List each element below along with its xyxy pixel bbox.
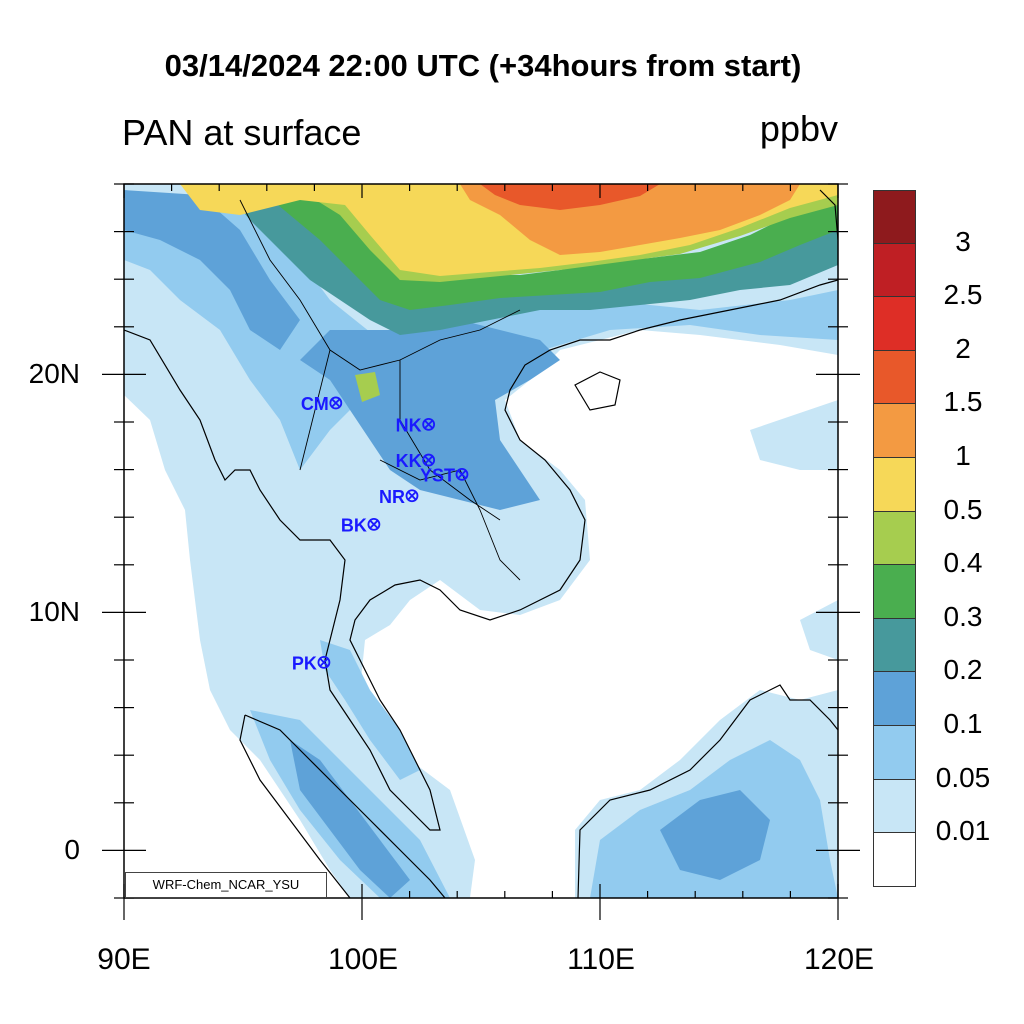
lat-tick-20n: 20N	[28, 358, 80, 389]
colorbar-label: 0.01	[935, 815, 991, 847]
station-yst: YST	[420, 465, 469, 485]
station-label: YST	[420, 465, 455, 485]
colorbar-swatch	[873, 565, 916, 619]
colorbar-label: 1	[955, 440, 971, 471]
colorbar-swatch	[873, 404, 916, 458]
lon-tick-110e: 110E	[567, 943, 635, 976]
axis-ticks	[102, 183, 860, 920]
mainland-coast	[124, 279, 838, 831]
sumatra-coast	[239, 714, 446, 898]
colorbar-swatch	[873, 833, 916, 887]
colorbar-label: 0.5	[943, 493, 983, 525]
field-blue-west	[124, 190, 300, 350]
colorbar-label: 1.5	[943, 386, 983, 418]
field-blue-indochina	[300, 320, 560, 510]
colorbar-swatch	[873, 672, 916, 726]
taiwan-coast	[819, 189, 838, 241]
station-marker-icon	[367, 517, 381, 531]
station-pk: PK	[292, 653, 331, 673]
station-label: NK	[396, 415, 422, 435]
field-blue-borneo-core	[660, 790, 770, 880]
station-nr: NR	[379, 487, 419, 507]
hainan-coast	[574, 371, 621, 411]
station-cm: CM	[301, 394, 343, 414]
model-credit-label: WRF-Chem_NCAR_YSU	[125, 872, 327, 898]
colorbar-swatch	[873, 511, 916, 566]
station-marker-icon	[422, 417, 436, 431]
colorbar-label: 0.4	[943, 547, 983, 579]
station-label: KK	[396, 451, 422, 471]
lon-tick-90e: 90E	[97, 943, 151, 976]
station-label: CM	[301, 394, 329, 414]
map-frame	[123, 183, 839, 899]
lon-tick-100e: 100E	[327, 943, 399, 976]
colorbar-swatch	[873, 725, 916, 780]
station-marker-icon	[329, 396, 343, 410]
colorbar-swatch	[873, 779, 916, 834]
colorbar-swatch	[873, 190, 916, 244]
colorbar	[873, 190, 916, 887]
lat-tick-0: 0	[64, 834, 80, 865]
variable-label: PAN at surface	[122, 112, 362, 153]
station-bk: BK	[341, 515, 381, 535]
field-lightblue-malaya	[320, 640, 420, 780]
borders	[239, 199, 521, 581]
colorbar-label: 0.1	[943, 708, 983, 739]
station-label: BK	[341, 515, 367, 535]
colorbar-label: 3	[955, 225, 971, 257]
field-pale-ocean-east	[800, 600, 838, 660]
lon-tick-120e: 120E	[803, 943, 875, 976]
colorbar-label: 0.2	[943, 654, 983, 686]
colorbar-label: 0.3	[943, 600, 983, 632]
lat-tick-10n: 10N	[28, 596, 80, 627]
colorbar-label: 2.5	[943, 279, 983, 311]
colorbar-swatch	[873, 350, 916, 405]
colorbar-swatch	[873, 618, 916, 673]
colorbar-label: 2	[955, 332, 971, 364]
station-label: NR	[379, 487, 405, 507]
units-label: ppbv	[759, 108, 838, 149]
borneo-coast	[577, 684, 838, 898]
station-kk: KK	[396, 451, 436, 471]
concentration-field	[124, 184, 838, 898]
colorbar-swatch	[873, 297, 916, 351]
station-marker-icon	[317, 655, 331, 669]
colorbar-swatch	[873, 243, 916, 298]
station-marker-icon	[422, 453, 436, 467]
field-darkorange-peak	[480, 184, 660, 210]
station-nk: NK	[396, 415, 436, 435]
field-pale-ocean-streak	[750, 400, 838, 470]
coastlines	[124, 189, 838, 898]
map-title: 03/14/2024 22:00 UTC (+34hours from star…	[164, 48, 802, 83]
colorbar-swatch	[873, 457, 916, 512]
field-blue-sumatra-core	[290, 740, 410, 898]
station-label: PK	[292, 653, 317, 673]
station-marker-icon	[405, 489, 419, 503]
station-marker-icon	[455, 467, 469, 481]
field-yellow-cm-hotspot	[355, 372, 380, 402]
colorbar-label: 0.05	[935, 761, 991, 793]
